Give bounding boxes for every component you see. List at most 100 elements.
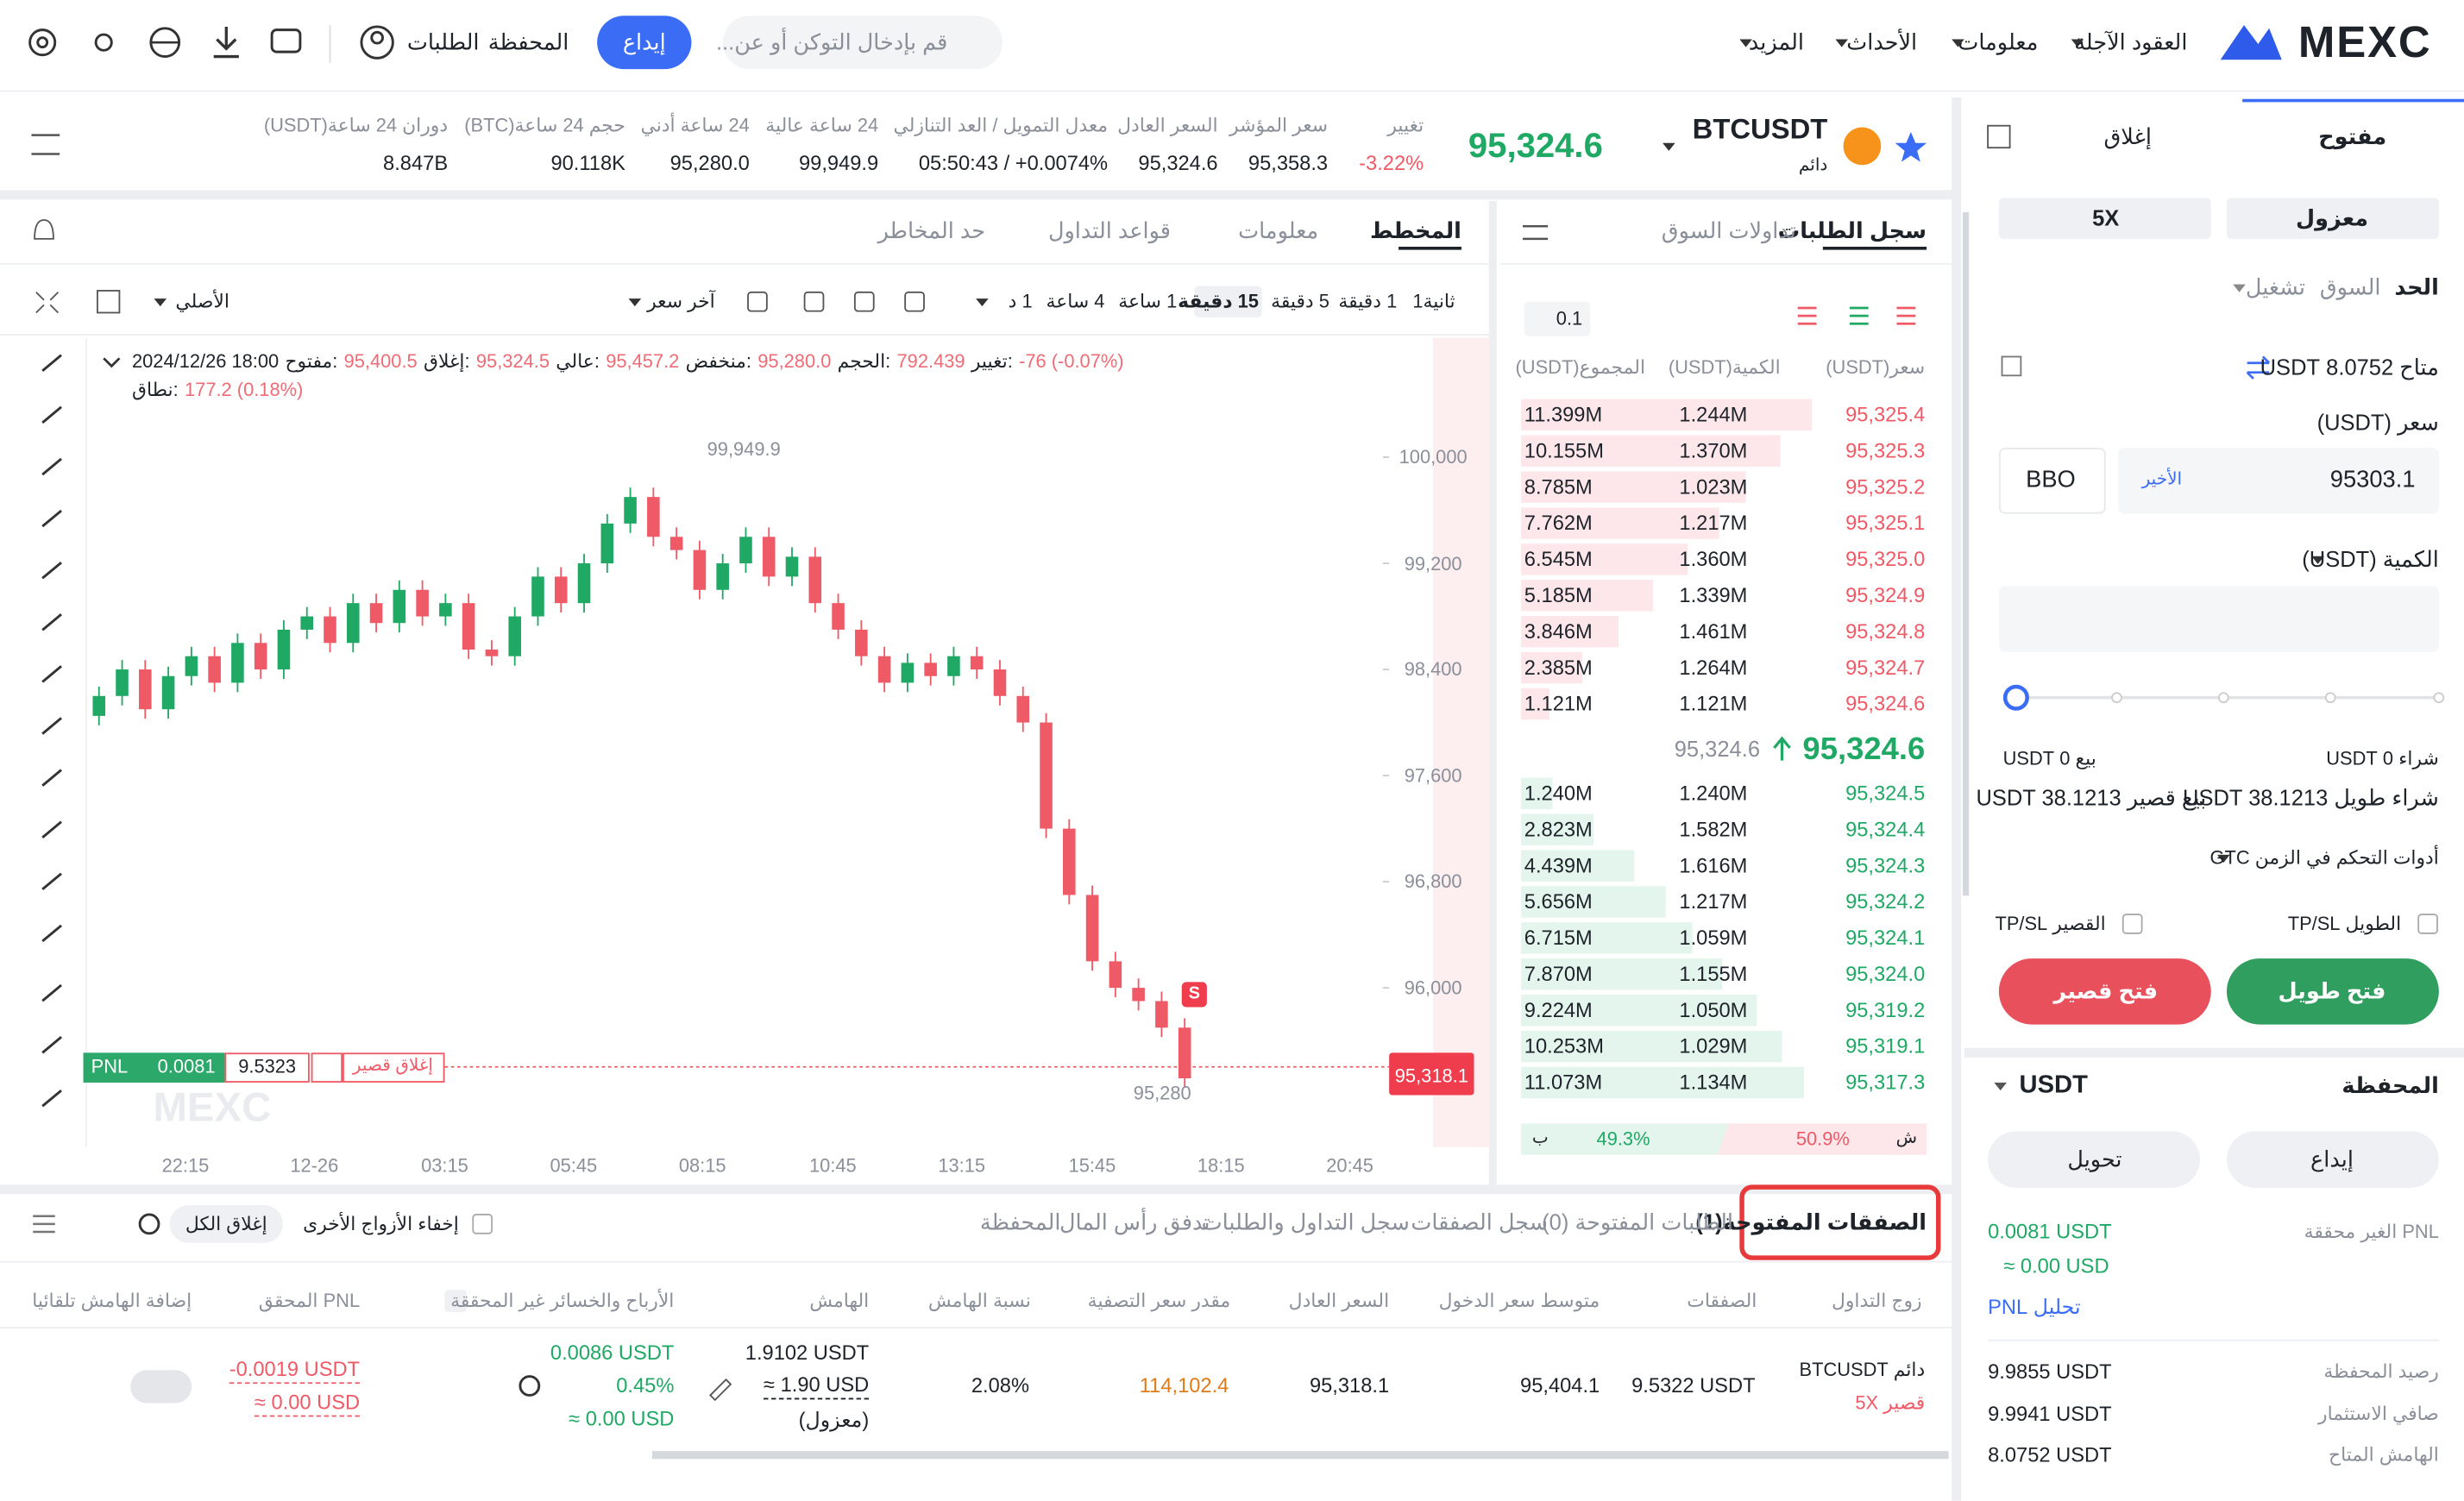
book-mark: 95,324.6 — [1674, 736, 1761, 762]
nav-item[interactable]: المزيد — [1748, 28, 1805, 55]
candle — [1063, 828, 1076, 895]
reverse-icon[interactable] — [311, 1052, 343, 1083]
positions-tab[interactable]: الطلبات المفتوحة (0) — [1542, 1209, 1734, 1234]
chart-tab[interactable]: معلومات — [1238, 217, 1319, 243]
positions-tab[interactable]: سجل الصفقات — [1411, 1209, 1549, 1234]
positions-tab[interactable]: الصفقات المفتوحة(1) — [1695, 1209, 1927, 1234]
candle — [508, 616, 521, 656]
logo-mark — [2220, 25, 2282, 60]
chart-view[interactable]: الأصلي — [175, 290, 229, 313]
interval[interactable]: 1 دقيقة — [1338, 290, 1398, 313]
stat-value: 95,280.0 — [669, 151, 750, 175]
chart-tab[interactable]: حد المخاطر — [877, 217, 986, 243]
wallet-deposit[interactable] — [2226, 1131, 2439, 1189]
candle-date: 2024/12/26 18:00 — [132, 350, 280, 373]
close-tag[interactable] — [343, 1052, 445, 1083]
book-qty: 1.244M — [1679, 402, 1748, 426]
book-header: سعر(USDT) — [1826, 356, 1926, 379]
candle — [462, 603, 475, 650]
form-tab[interactable]: مفتوح — [2318, 123, 2387, 149]
positions-tab[interactable]: تدفق رأس المال — [1059, 1209, 1210, 1234]
candle — [485, 649, 499, 656]
book-price: 95,324.8 — [1845, 619, 1926, 644]
nav-item[interactable]: معلومات — [1958, 28, 2039, 55]
last-price-label: 95,318.1 — [1394, 1065, 1468, 1088]
candle — [1132, 988, 1145, 1002]
caret — [1994, 1082, 2007, 1091]
deposit-button[interactable] — [597, 16, 692, 70]
candle — [993, 669, 1007, 696]
candle — [855, 629, 868, 656]
stat-value: 8.847B — [383, 151, 449, 175]
book-total: 3.846M — [1524, 619, 1593, 644]
pnl-tag-label: PNL — [91, 1055, 129, 1078]
depth-bar — [1521, 688, 1550, 720]
book-price: 95,324.1 — [1845, 926, 1926, 950]
open-long-button[interactable] — [2226, 958, 2439, 1025]
icon — [28, 28, 57, 57]
sell-ratio-bar — [1717, 1123, 1927, 1155]
icon — [444, 1290, 467, 1312]
interval[interactable]: 4 ساعة — [1046, 290, 1105, 313]
icon — [747, 291, 768, 312]
order-type[interactable]: السوق — [2319, 274, 2381, 300]
open-short-button[interactable] — [1998, 958, 2211, 1025]
nav-wallet[interactable]: المحفظة — [487, 28, 569, 55]
order-type[interactable]: تشغيل — [2245, 274, 2306, 300]
sell-max: بيع قصير USDT 38.1213 — [1976, 784, 2207, 811]
interval-active — [1194, 286, 1262, 317]
depth-bar — [1521, 651, 1582, 684]
depth-bar — [1521, 922, 1693, 954]
interval[interactable]: 5 دقيقة — [1271, 290, 1329, 313]
book-total: 2.385M — [1524, 655, 1593, 680]
pnl-analysis[interactable]: تحليل PNL — [1988, 1295, 2081, 1319]
form-tab[interactable]: إغلاق — [2103, 123, 2152, 149]
nav-item[interactable]: الأحداث — [1846, 28, 1918, 55]
nav-orders[interactable]: الطلبات — [406, 28, 480, 55]
price-type[interactable]: آخر سعر — [647, 290, 715, 313]
auto-margin-toggle[interactable] — [130, 1370, 192, 1404]
ohlc-label: الحجم: — [837, 350, 891, 373]
upnl-usd: ≈ 0.00 USD — [2003, 1253, 2109, 1278]
y-tick-label: 100,000 — [1399, 445, 1468, 468]
book-price: 95,324.6 — [1845, 691, 1926, 716]
leverage[interactable] — [1998, 198, 2211, 239]
wallet-deposit-label: إيداع — [2310, 1146, 2354, 1172]
chart-tab[interactable]: المخطط — [1369, 217, 1461, 243]
ohlc-value: -76 (-0.07%) — [1019, 350, 1124, 373]
positions-header: مقدر سعر التصفية — [1087, 1290, 1231, 1312]
close-all-button[interactable] — [169, 1205, 283, 1243]
high-annotation: 99,949.9 — [707, 437, 781, 461]
positions-tab[interactable]: سجل التداول والطلبات — [1201, 1209, 1410, 1234]
order-type[interactable]: الحد — [2394, 274, 2439, 300]
book-tab[interactable]: سجل الطلبات — [1777, 217, 1927, 243]
positions-tab[interactable]: المحفظة — [979, 1209, 1061, 1234]
interval[interactable]: 1 ساعة — [1118, 290, 1178, 313]
depth-bar — [1521, 543, 1688, 575]
stat-label: دوران 24 ساعة(USDT) — [263, 114, 449, 137]
wallet-transfer[interactable] — [1988, 1131, 2201, 1189]
buy-label: ب — [1531, 1128, 1549, 1148]
nav-item[interactable]: العقود الآجلة — [2074, 28, 2188, 55]
interval[interactable]: 15 دقيقة — [1178, 290, 1259, 313]
tool-icon — [41, 872, 62, 891]
interval[interactable]: 1 د — [1008, 290, 1033, 313]
bbo-button[interactable] — [1998, 448, 2106, 514]
qty-input[interactable] — [1998, 586, 2439, 652]
stat-label: معدل التمويل / العد التنازلي — [893, 114, 1109, 137]
step-select[interactable] — [1524, 301, 1591, 336]
book-tab[interactable]: تداولات السوق — [1661, 217, 1796, 243]
deposit-label: إيداع — [622, 28, 666, 55]
candle — [739, 537, 752, 564]
margin-mode[interactable] — [2226, 198, 2439, 239]
price-input[interactable] — [2118, 448, 2439, 514]
chart-tab[interactable]: قواعد التداول — [1047, 217, 1171, 243]
candle — [300, 616, 314, 630]
price-scale-bg — [1433, 337, 1490, 1147]
tool-icon — [41, 561, 62, 580]
interval[interactable]: ثانية1 — [1412, 290, 1455, 313]
position-margin_ratio: 2.08% — [971, 1373, 1030, 1397]
caret — [2233, 284, 2246, 292]
search-box[interactable] — [722, 16, 1003, 70]
book-price: 95,324.3 — [1845, 853, 1926, 877]
